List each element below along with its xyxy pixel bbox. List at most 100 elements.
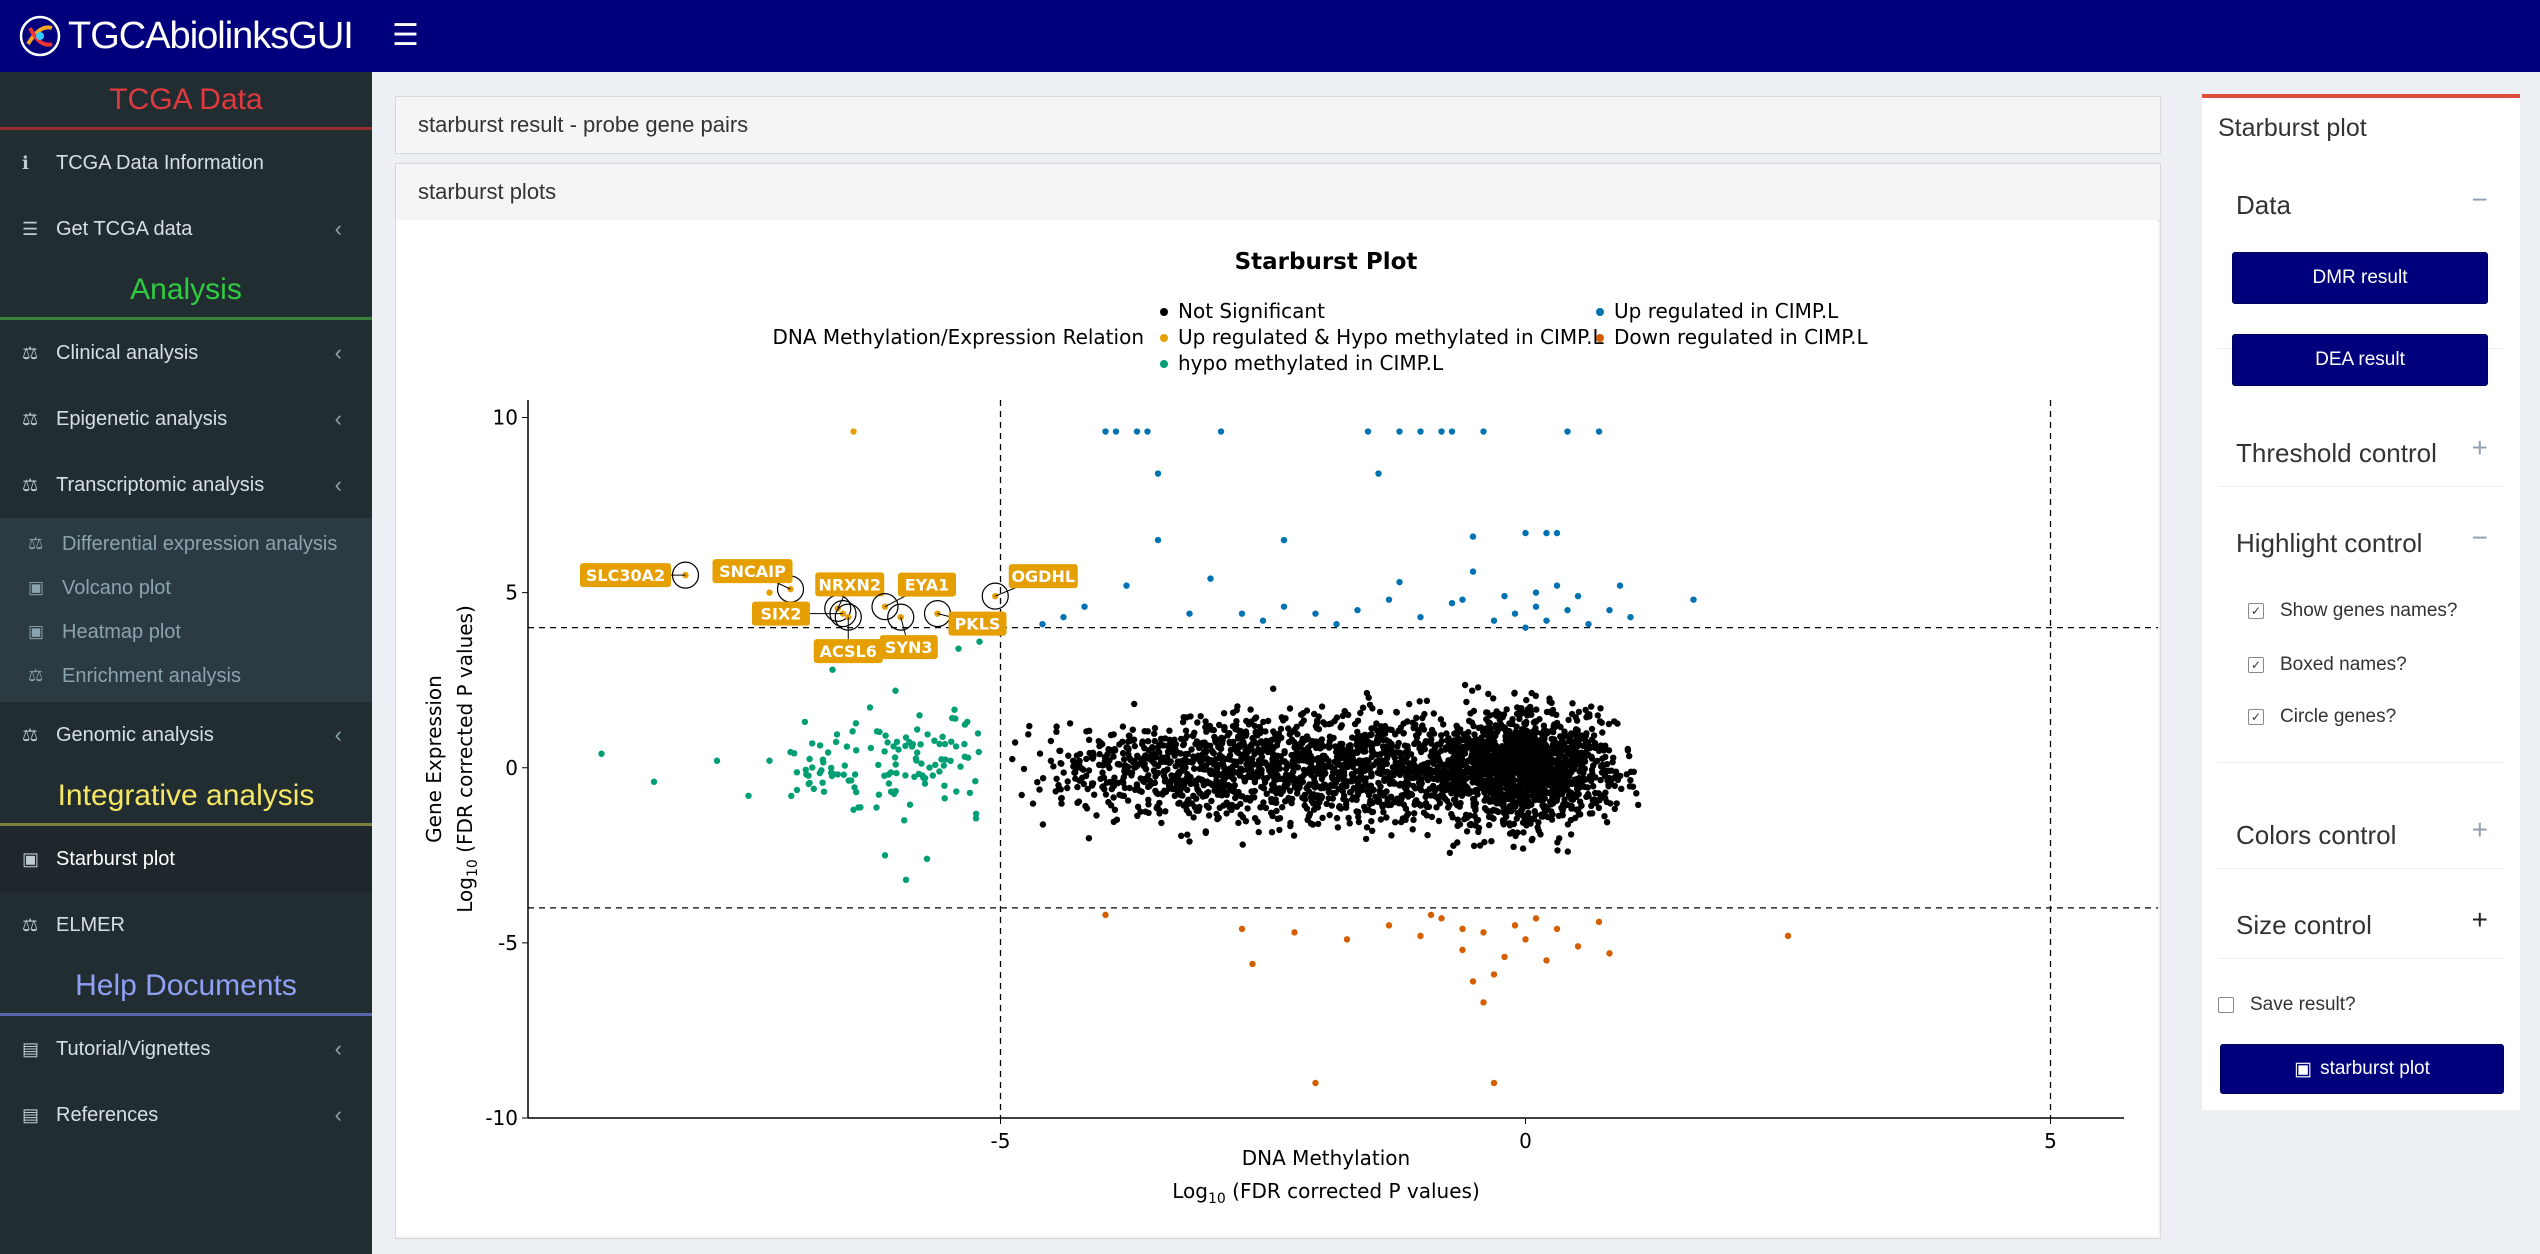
point-not-significant [1168,776,1176,784]
sidebar-item-tutorial[interactable]: ▤ Tutorial/Vignettes ‹ [0,1016,372,1082]
point-not-significant [1538,736,1546,743]
point-not-significant [1449,779,1457,787]
gene-label: PKLS [955,615,1001,634]
sidebar-item-tcga-info[interactable]: ℹ TCGA Data Information [0,130,372,196]
point-not-significant [1438,737,1445,745]
point-not-significant [1177,750,1184,757]
sidebar-item-clinical[interactable]: ⚖ Clinical analysis ‹ [0,320,372,386]
point-not-significant [1142,808,1149,815]
point-up-regulated [1417,613,1424,621]
sidebar-item-references[interactable]: ▤ References ‹ [0,1082,372,1148]
point-not-significant [1554,847,1561,854]
show-genes-checkbox[interactable]: ✓ Show genes names? [2248,600,2457,622]
starburst-plot-button[interactable]: ▣ starburst plot [2220,1044,2504,1094]
sidebar-subitem-enrichment[interactable]: ⚖ Enrichment analysis [0,654,372,698]
point-not-significant [1397,724,1404,731]
sidebar-item-genomic[interactable]: ⚖ Genomic analysis ‹ [0,702,372,768]
threshold-section[interactable]: Threshold control + [2218,416,2504,487]
point-up-regulated [1543,529,1550,537]
starburst-plot-area: Starburst Plot DNA Methylation/Expressio… [396,220,2158,1236]
point-not-significant [1216,721,1223,729]
point-not-significant [1274,815,1281,822]
point-not-significant [1111,774,1118,781]
boxed-names-checkbox[interactable]: ✓ Boxed names? [2248,654,2407,676]
point-not-significant [1208,797,1215,805]
menu-toggle-icon[interactable]: ☰ [392,19,419,52]
point-hypo-methylated [650,778,658,785]
sidebar-subitem-label: Differential expression analysis [62,532,338,555]
point-hypo-methylated [942,756,949,763]
point-not-significant [1026,722,1033,730]
sidebar-item-epigenetic[interactable]: ⚖ Epigenetic analysis ‹ [0,386,372,452]
box-probe-gene-pairs[interactable]: starburst result - probe gene pairs [395,96,2161,154]
point-not-significant [1083,805,1091,812]
point-not-significant [1601,794,1609,802]
sidebar-subitem-volcano[interactable]: ▣ Volcano plot [0,566,372,610]
point-not-significant [1129,726,1136,733]
point-not-significant [1558,804,1565,811]
expand-icon[interactable]: + [2471,814,2488,845]
sidebar-subitem-heatmap[interactable]: ▣ Heatmap plot [0,610,372,654]
point-not-significant [1506,777,1513,785]
size-section[interactable]: Size control + [2218,888,2504,959]
chevron-left-icon: ‹ [334,406,342,431]
point-hypo-methylated [820,788,828,795]
point-not-significant [1626,752,1633,760]
point-not-significant [1400,801,1407,808]
expand-icon[interactable]: + [2471,432,2488,463]
circle-genes-checkbox[interactable]: ✓ Circle genes? [2248,706,2396,728]
sidebar-item-transcriptomic[interactable]: ⚖ Transcriptomic analysis ‹ [0,452,372,518]
sidebar-item-get-tcga[interactable]: ☰ Get TCGA data ‹ [0,196,372,262]
colors-section[interactable]: Colors control + [2218,798,2504,869]
sidebar-item-label: References [56,1103,159,1126]
point-not-significant [1476,842,1484,849]
point-not-significant [1254,818,1261,825]
point-hypo-methylated [918,760,925,767]
dmr-result-button[interactable]: DMR result [2232,252,2488,304]
point-not-significant [1205,804,1212,811]
collapse-icon[interactable]: − [2471,184,2488,215]
expand-icon[interactable]: + [2471,904,2488,935]
point-not-significant [1111,745,1118,753]
point-not-significant [1490,695,1497,702]
point-hypo-methylated [816,742,824,749]
dea-result-button[interactable]: DEA result [2232,334,2488,386]
point-not-significant [1268,829,1276,836]
point-not-significant [1315,794,1322,801]
app-logo[interactable]: TGCAbiolinksGUI [18,8,354,64]
point-hypo-methylated [850,806,857,813]
point-not-significant [1088,780,1096,787]
point-not-significant [1511,777,1518,784]
point-not-significant [1320,719,1327,726]
point-not-significant [1158,819,1165,827]
point-not-significant [1588,766,1596,773]
point-hypo-methylated [921,780,929,787]
point-not-significant [1449,748,1456,755]
sidebar-item-starburst[interactable]: ▣ Starburst plot [0,826,372,892]
point-not-significant [1080,780,1087,788]
box-title[interactable]: starburst plots [396,164,2160,221]
point-not-significant [1362,835,1370,843]
point-not-significant [1171,792,1178,799]
point-not-significant [1522,709,1529,716]
point-not-significant [1603,819,1611,826]
sidebar-subitem-dea[interactable]: ⚖ Differential expression analysis [0,522,372,566]
point-not-significant [1362,748,1369,755]
point-up-regulated [1154,536,1162,544]
point-not-significant [1419,714,1426,722]
point-not-significant [1592,758,1600,765]
point-not-significant [1053,775,1060,782]
collapse-icon[interactable]: − [2471,522,2488,553]
gene-label: SLC30A2 [586,566,665,585]
point-not-significant [1601,813,1608,820]
point-not-significant [1572,726,1580,733]
sidebar-item-elmer[interactable]: ⚖ ELMER [0,892,372,958]
point-up-hypo [934,610,941,617]
point-not-significant [1575,811,1583,818]
save-result-checkbox[interactable]: Save result? [2218,994,2356,1016]
point-not-significant [1342,804,1350,811]
point-not-significant [1200,779,1207,786]
point-not-significant [1455,761,1462,769]
point-not-significant [1182,727,1190,734]
point-not-significant [1178,832,1185,839]
